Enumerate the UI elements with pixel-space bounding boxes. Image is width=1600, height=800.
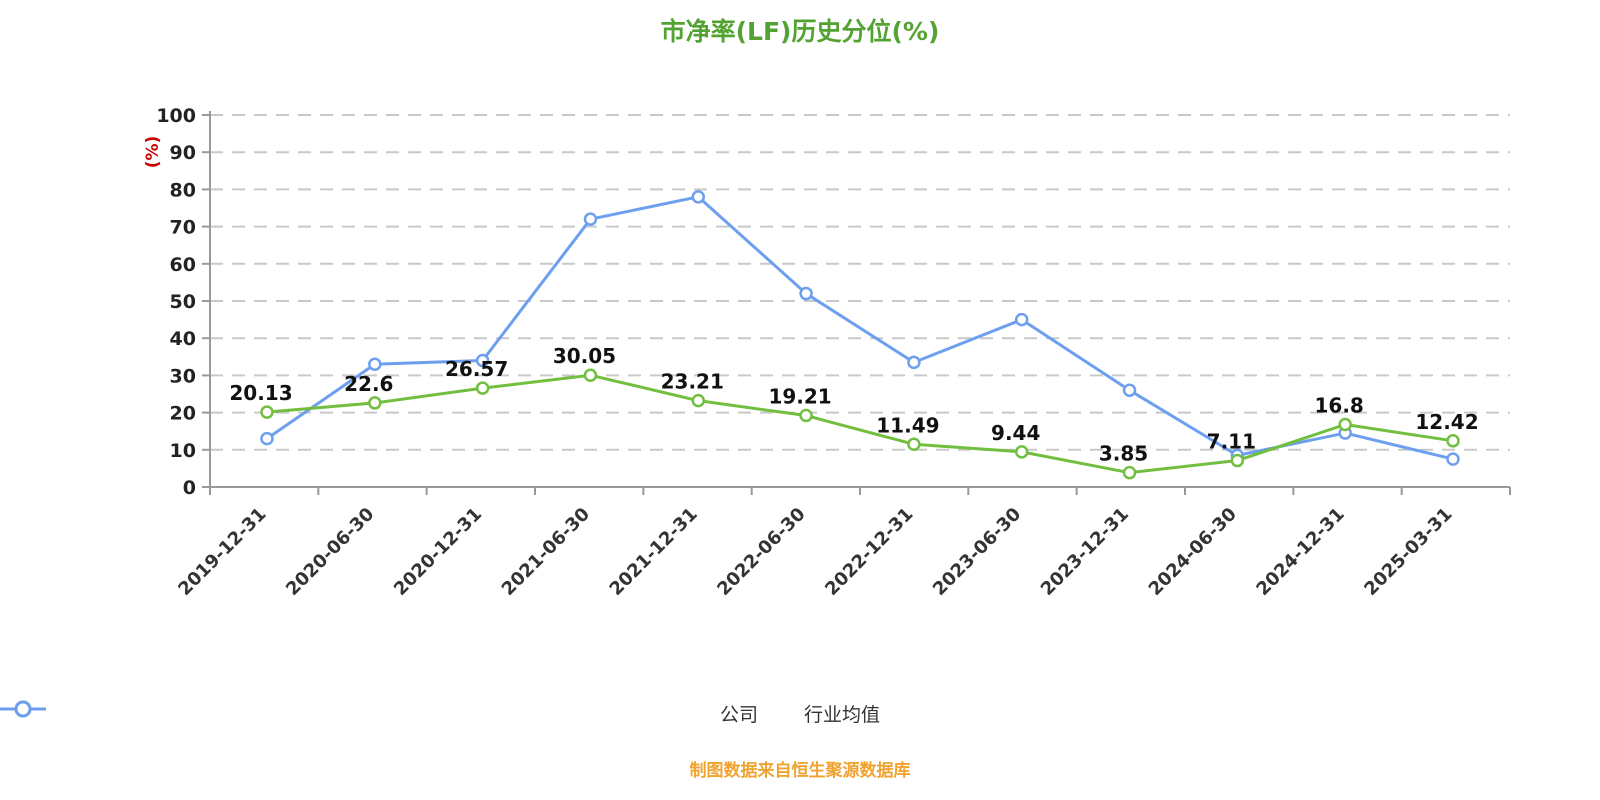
series-line-company (265, 373, 1455, 475)
x-tick-label: 2024-06-30 (1145, 504, 1241, 600)
x-tick-label: 2020-12-31 (390, 504, 486, 600)
x-tick-label: 2021-12-31 (606, 504, 702, 600)
data-label: 19.21 (768, 385, 831, 409)
data-point[interactable] (583, 212, 598, 226)
series-line-industry (265, 195, 1455, 461)
data-label: 23.21 (661, 370, 724, 394)
data-point[interactable] (799, 286, 813, 301)
y-tick-label: 80 (170, 179, 196, 201)
data-point[interactable] (475, 381, 490, 395)
data-point[interactable] (907, 437, 921, 452)
x-tick-label: 2019-12-31 (174, 504, 270, 600)
data-point[interactable] (691, 190, 706, 204)
data-point[interactable] (1122, 383, 1137, 398)
x-tick-label: 2021-06-30 (498, 504, 594, 600)
data-point[interactable] (907, 355, 921, 370)
data-point[interactable] (1338, 417, 1352, 432)
y-tick-label: 60 (170, 254, 196, 276)
x-tick-label: 2025-03-31 (1360, 504, 1456, 600)
y-tick-label: 30 (170, 365, 196, 387)
data-label: 3.85 (1099, 442, 1148, 466)
source-note: 制图数据来自恒生聚源数据库 (689, 761, 911, 781)
data-label: 20.13 (229, 381, 292, 405)
data-label: 30.05 (553, 344, 616, 368)
x-tick-label: 2023-12-31 (1037, 504, 1133, 600)
x-tick-label: 2020-06-30 (282, 504, 378, 600)
data-label: 16.8 (1315, 394, 1364, 418)
data-point[interactable] (1014, 445, 1029, 459)
data-point[interactable] (1014, 312, 1029, 327)
x-tick-label: 2022-12-31 (821, 504, 917, 600)
chart-title: 市净率(LF)历史分位(%) (660, 17, 940, 46)
data-label: 12.42 (1415, 410, 1478, 434)
x-tick-label: 2022-06-30 (713, 504, 809, 600)
data-point[interactable] (368, 396, 382, 410)
data-point[interactable] (1230, 453, 1245, 468)
y-tick-label: 50 (170, 291, 196, 313)
legend-item-industry[interactable]: 行业均值 (0, 700, 881, 727)
y-tick-label: 40 (170, 328, 196, 350)
y-tick-label: 10 (170, 440, 196, 462)
legend-item-company[interactable]: 公司 (0, 700, 758, 727)
x-tick-label: 2024-12-31 (1252, 504, 1348, 600)
legend-label-industry: 行业均值 (804, 704, 881, 726)
data-point[interactable] (368, 357, 382, 371)
y-tick-label: 100 (156, 105, 196, 127)
data-label: 22.6 (344, 372, 393, 396)
data-point[interactable] (583, 368, 598, 382)
y-tick-label: 0 (183, 477, 196, 499)
data-label: 11.49 (876, 413, 939, 437)
data-point[interactable] (799, 408, 813, 423)
y-tick-label: 20 (170, 403, 196, 425)
legend: 公司 行业均值 (0, 700, 1600, 727)
x-tick-label: 2023-06-30 (929, 504, 1025, 600)
data-point[interactable] (1446, 452, 1460, 466)
industry-line-marker-icon (0, 700, 46, 718)
data-label: 9.44 (991, 421, 1040, 445)
data-point[interactable] (475, 353, 490, 368)
data-point[interactable] (260, 405, 274, 419)
y-axis-unit-label: (%) (143, 136, 163, 169)
y-tick-label: 70 (170, 217, 196, 239)
data-point[interactable] (691, 393, 706, 408)
data-point[interactable] (1122, 465, 1137, 480)
legend-label-company: 公司 (719, 704, 758, 726)
data-point[interactable] (260, 431, 274, 446)
data-label: 7.11 (1207, 430, 1256, 454)
y-tick-label: 90 (170, 142, 196, 164)
data-label: 26.57 (445, 357, 508, 381)
data-point[interactable] (1446, 434, 1460, 448)
